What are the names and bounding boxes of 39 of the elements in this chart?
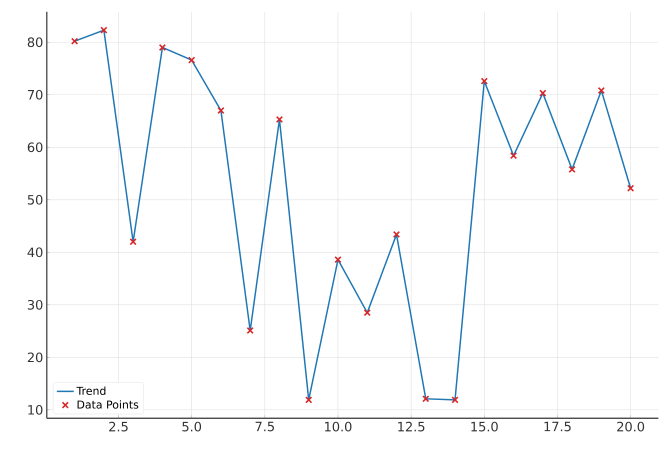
x-tick-label: 2.5 (109, 422, 128, 432)
y-tick-label: 30 (28, 300, 42, 310)
y-tick-label: 60 (28, 142, 42, 152)
point (71, 38, 78, 45)
legend-label: Data Points (78, 400, 138, 409)
point (158, 44, 166, 52)
y-tick-label: 70 (28, 90, 42, 100)
x-tick-label: 20.0 (617, 422, 644, 432)
point (246, 326, 254, 334)
point (627, 184, 634, 192)
y-tick-label: 20 (28, 352, 42, 362)
point (451, 396, 459, 404)
point (422, 395, 430, 402)
x-tick-label: 17.5 (544, 422, 571, 432)
point (480, 77, 488, 85)
point (188, 56, 196, 64)
point (568, 166, 576, 173)
point (510, 152, 518, 160)
x-tick-label: 15.0 (471, 422, 498, 432)
y-tick-label: 80 (28, 37, 42, 48)
point (217, 106, 225, 114)
point (334, 256, 342, 264)
x-tick-label: 10.0 (325, 422, 352, 432)
y-tick-label: 50 (28, 194, 42, 205)
y-tick-label: 40 (28, 247, 42, 258)
point (305, 396, 312, 404)
point (276, 116, 284, 123)
x-tick-label: 7.5 (256, 422, 274, 432)
legend-label: Trend (76, 386, 106, 395)
y-tick-label: 10 (28, 404, 42, 415)
point (130, 238, 137, 246)
point (539, 90, 546, 97)
x-tick-label: 12.5 (398, 422, 424, 432)
line-series (74, 29, 632, 401)
x-tick-label: 5.0 (182, 422, 202, 432)
point (598, 86, 605, 94)
point (392, 230, 400, 238)
point (364, 309, 371, 316)
point (100, 26, 108, 34)
